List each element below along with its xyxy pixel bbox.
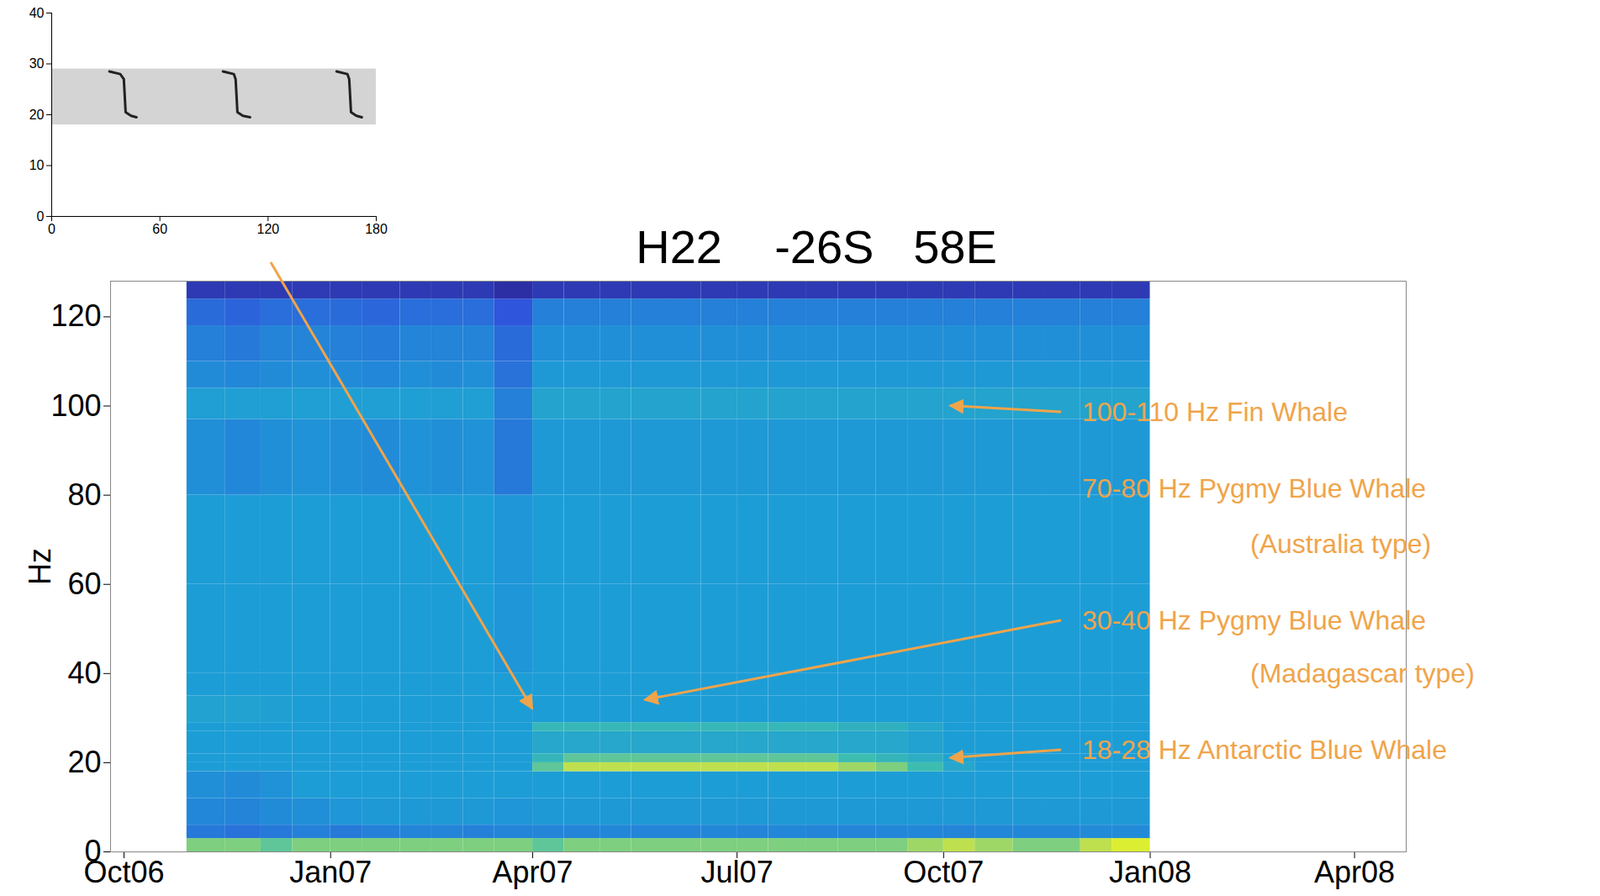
svg-text:40: 40 <box>29 5 45 21</box>
svg-text:100-110 Hz Fin Whale: 100-110 Hz Fin Whale <box>1082 396 1348 428</box>
svg-text:120: 120 <box>256 221 280 237</box>
svg-text:Oct06: Oct06 <box>84 855 165 890</box>
svg-text:120: 120 <box>50 298 101 333</box>
svg-text:Apr08: Apr08 <box>1314 855 1395 890</box>
svg-text:Jul07: Jul07 <box>701 855 774 890</box>
svg-text:40: 40 <box>67 655 101 691</box>
svg-text:70-80 Hz Pygmy Blue Whale: 70-80 Hz Pygmy Blue Whale <box>1082 473 1426 504</box>
svg-text:80: 80 <box>67 477 101 513</box>
svg-text:30-40 Hz Pygmy Blue Whale: 30-40 Hz Pygmy Blue Whale <box>1082 605 1426 636</box>
svg-text:Apr07: Apr07 <box>492 855 574 890</box>
svg-text:Oct07: Oct07 <box>902 855 984 890</box>
svg-text:10: 10 <box>29 158 45 173</box>
svg-text:Jan08: Jan08 <box>1108 855 1192 890</box>
svg-text:0: 0 <box>36 209 45 224</box>
svg-text:60: 60 <box>152 221 168 237</box>
svg-text:0: 0 <box>47 221 56 237</box>
svg-text:100: 100 <box>50 388 101 423</box>
svg-text:20: 20 <box>67 744 101 780</box>
svg-text:60: 60 <box>67 566 101 602</box>
svg-text:180: 180 <box>364 221 388 237</box>
svg-text:0: 0 <box>84 834 102 869</box>
svg-text:18-28 Hz Antarctic Blue Whale: 18-28 Hz Antarctic Blue Whale <box>1082 734 1447 766</box>
svg-text:Jan07: Jan07 <box>289 855 372 890</box>
svg-text:30: 30 <box>29 56 45 71</box>
svg-text:Hz: Hz <box>22 548 58 586</box>
svg-text:(Australia type): (Australia type) <box>1250 528 1432 560</box>
svg-text:H22 -26S 58E: H22 -26S 58E <box>635 220 998 274</box>
svg-text:20: 20 <box>29 107 45 122</box>
svg-text:(Madagascar type): (Madagascar type) <box>1250 658 1475 689</box>
